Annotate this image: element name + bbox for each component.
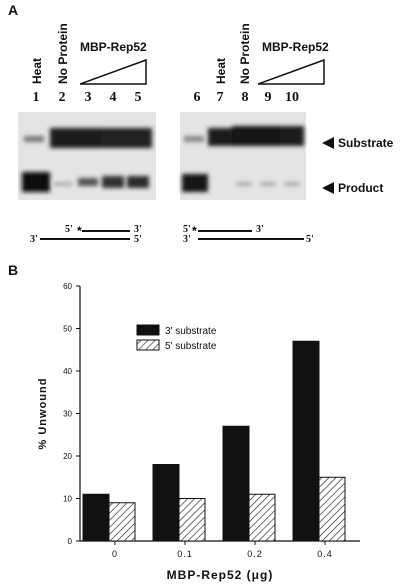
product-arrow xyxy=(322,182,334,194)
svg-text:*: * xyxy=(77,224,82,238)
lane-number-8: 8 xyxy=(241,90,249,105)
duplex-schematic-right: * xyxy=(192,224,304,240)
x-tick-label: 0.1 xyxy=(177,549,193,559)
protein-label-left: MBP-Rep52 xyxy=(80,40,147,54)
band-product-8 xyxy=(236,182,252,186)
lane-number-4: 4 xyxy=(109,90,117,105)
band-substrate-1 xyxy=(24,136,44,142)
bar-5prime-0.1 xyxy=(178,498,206,542)
bar-3prime-0.4 xyxy=(292,340,320,542)
lane-number-6: 6 xyxy=(193,90,201,105)
legend-label: 3' substrate xyxy=(165,326,217,337)
y-axis-label: % Unwound xyxy=(37,378,49,450)
x-tick-label: 0 xyxy=(112,549,118,559)
y-tick-label: 0 xyxy=(68,537,73,546)
band-substrate-8 xyxy=(232,126,256,146)
band-substrate-6 xyxy=(184,136,204,142)
svg-text:*: * xyxy=(192,224,197,238)
bar-3prime-0.2 xyxy=(222,425,250,542)
band-substrate-7 xyxy=(208,128,232,146)
lane-number-9: 9 xyxy=(264,90,272,105)
band-product-5 xyxy=(127,176,149,188)
band-product-6 xyxy=(182,174,208,192)
legend-swatch xyxy=(136,324,160,336)
panel-a-label: A xyxy=(8,2,19,18)
x-tick-label: 0.2 xyxy=(247,549,263,559)
lane-number-1: 1 xyxy=(32,90,40,105)
legend-swatch xyxy=(136,339,160,351)
right-top-3prime: 3' xyxy=(256,224,264,235)
protein-label-right: MBP-Rep52 xyxy=(262,40,329,54)
left-top-5prime: 5' xyxy=(65,224,73,235)
lane-number-2: 2 xyxy=(58,90,66,105)
band-product-3 xyxy=(78,178,98,186)
band-product-2 xyxy=(54,182,72,186)
y-tick-label: 60 xyxy=(63,282,72,291)
product-label: Product xyxy=(338,181,384,195)
duplex-schematic-left: * xyxy=(40,224,130,240)
band-product-9 xyxy=(260,182,276,186)
substrate-label: Substrate xyxy=(338,136,394,150)
lane-number-5: 5 xyxy=(134,90,142,105)
band-substrate-9 xyxy=(256,126,280,146)
y-tick-label: 10 xyxy=(63,495,72,504)
band-substrate-10 xyxy=(280,126,304,146)
y-tick-label: 40 xyxy=(63,367,72,376)
band-substrate-4 xyxy=(101,128,127,148)
band-product-10 xyxy=(284,182,300,186)
band-substrate-2 xyxy=(50,128,76,148)
left-bottom-5prime: 5' xyxy=(134,234,142,245)
panel-b-label: B xyxy=(8,262,19,278)
right-bottom-5prime: 5' xyxy=(306,234,314,245)
x-tick-label: 0.4 xyxy=(317,549,333,559)
band-product-4 xyxy=(102,176,124,188)
y-tick-label: 20 xyxy=(63,452,72,461)
right-bottom-3prime: 3' xyxy=(183,234,191,245)
band-product-1 xyxy=(22,172,50,192)
bar-3prime-0 xyxy=(82,493,110,542)
y-tick-label: 50 xyxy=(63,325,72,334)
bar-5prime-0.2 xyxy=(248,493,276,542)
bar-3prime-0.1 xyxy=(152,464,180,542)
lane-number-10: 10 xyxy=(285,90,299,105)
left-top-3prime: 3' xyxy=(134,224,142,235)
lane-number-3: 3 xyxy=(84,90,92,105)
right-top-5prime: 5' xyxy=(183,224,191,235)
y-tick-label: 30 xyxy=(63,410,72,419)
substrate-arrow xyxy=(322,137,334,149)
band-substrate-3 xyxy=(76,128,102,148)
bar-5prime-0.4 xyxy=(318,476,346,542)
gradient-wedge-left xyxy=(80,58,147,85)
gel-image xyxy=(18,112,334,200)
gradient-wedge-right xyxy=(258,58,325,85)
lane-number-7: 7 xyxy=(216,90,224,105)
left-bottom-3prime: 3' xyxy=(30,234,38,245)
x-axis-label: MBP-Rep52 (μg) xyxy=(167,568,274,582)
band-substrate-5 xyxy=(126,128,152,148)
bar-5prime-0 xyxy=(108,502,136,542)
legend-label: 5' substrate xyxy=(165,341,217,352)
